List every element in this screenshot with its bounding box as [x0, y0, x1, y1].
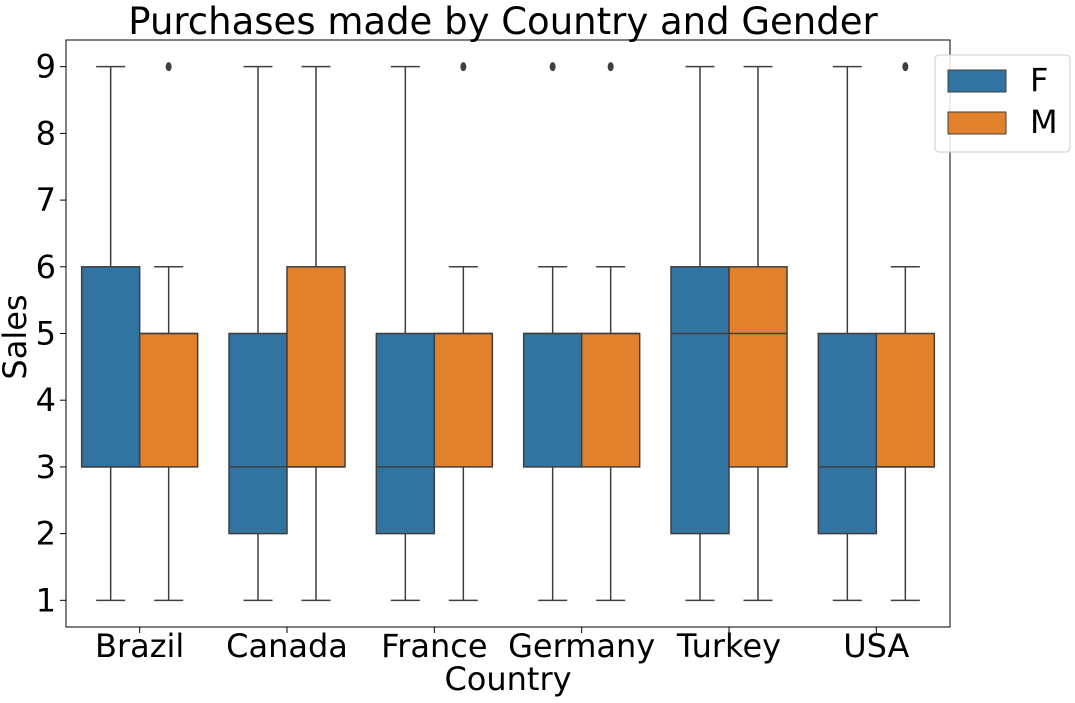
y-tick-label: 9	[36, 48, 56, 86]
outlier-point	[902, 62, 909, 72]
x-tick-label: France	[381, 627, 487, 665]
x-tick-label: Brazil	[95, 627, 184, 665]
y-tick-label: 4	[36, 381, 56, 419]
y-tick-label: 8	[36, 114, 56, 152]
outlier-point	[549, 62, 556, 72]
y-tick-label: 6	[36, 248, 56, 286]
box-f-usa	[817, 332, 878, 535]
x-axis-label: Country	[444, 660, 571, 698]
box-m-france	[433, 332, 494, 468]
y-tick-label: 5	[36, 315, 56, 353]
x-axis-ticks: Brazil Canada France Germany Turkey USA	[95, 627, 910, 665]
outlier-point	[460, 62, 467, 72]
chart-title: Purchases made by Country and Gender	[128, 0, 878, 43]
y-tick-label: 2	[36, 515, 56, 553]
box-plot-group	[80, 62, 936, 602]
box-f-turkey	[670, 266, 730, 535]
outlier-point	[607, 62, 614, 72]
box-m-canada	[286, 266, 346, 468]
y-axis-label: Sales	[0, 294, 34, 379]
box-f-canada	[228, 332, 288, 535]
y-tick-label: 3	[36, 448, 56, 486]
box-m-turkey	[728, 266, 788, 468]
box-m-germany	[580, 332, 641, 468]
x-tick-label: USA	[843, 627, 909, 665]
outlier-point	[165, 62, 172, 72]
legend-swatch-m	[947, 111, 1007, 135]
legend-label-f: F	[1030, 61, 1048, 99]
legend: FM	[934, 54, 1071, 153]
x-tick-label: Germany	[508, 627, 655, 665]
y-axis-ticks: 1 2 3 4 5 6 7 8 9	[36, 48, 66, 619]
box-f-france	[375, 332, 436, 535]
box-f-brazil	[80, 266, 141, 468]
y-tick-label: 1	[36, 581, 56, 619]
plot-frame	[65, 39, 951, 628]
x-tick-label: Canada	[226, 627, 348, 665]
legend-label-m: M	[1030, 103, 1058, 141]
box-m-usa	[875, 332, 936, 468]
legend-swatch-f	[947, 69, 1007, 93]
y-tick-label: 7	[36, 181, 56, 219]
box-f-germany	[522, 332, 583, 468]
box-m-brazil	[138, 332, 199, 468]
x-tick-label: Turkey	[676, 627, 781, 665]
